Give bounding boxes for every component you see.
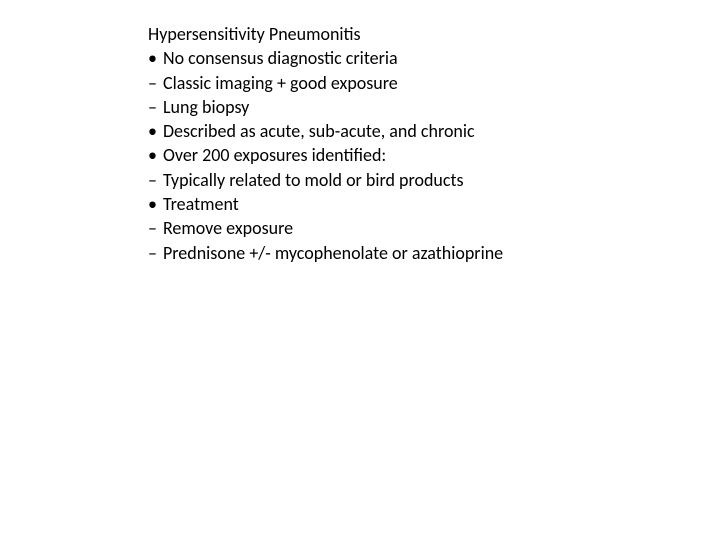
list-item-text: Typically related to mold or bird produc… bbox=[163, 168, 464, 192]
list-item-text: Remove exposure bbox=[163, 216, 293, 240]
list-item-text: Described as acute, sub-acute, and chron… bbox=[163, 119, 475, 143]
bullet-marker: • bbox=[148, 143, 157, 167]
bullet-marker: • bbox=[148, 119, 157, 143]
list-item-text: No consensus diagnostic criteria bbox=[163, 46, 398, 70]
list-item: • No consensus diagnostic criteria bbox=[148, 46, 720, 70]
list-item: – Classic imaging + good exposure bbox=[148, 71, 720, 95]
list-item: – Typically related to mold or bird prod… bbox=[148, 168, 720, 192]
slide-title: Hypersensitivity Pneumonitis bbox=[148, 22, 720, 46]
list-item-text: Classic imaging + good exposure bbox=[163, 71, 398, 95]
bullet-marker: • bbox=[148, 46, 157, 70]
list-item: • Treatment bbox=[148, 192, 720, 216]
bullet-marker: • bbox=[148, 192, 157, 216]
list-item: – Remove exposure bbox=[148, 216, 720, 240]
slide-content: Hypersensitivity Pneumonitis • No consen… bbox=[148, 22, 720, 265]
dash-marker: – bbox=[148, 216, 157, 240]
list-item: – Prednisone +/- mycophenolate or azathi… bbox=[148, 241, 720, 265]
list-item: • Described as acute, sub-acute, and chr… bbox=[148, 119, 720, 143]
list-item-text: Lung biopsy bbox=[163, 95, 249, 119]
dash-marker: – bbox=[148, 241, 157, 265]
dash-marker: – bbox=[148, 71, 157, 95]
list-item: • Over 200 exposures identified: bbox=[148, 143, 720, 167]
dash-marker: – bbox=[148, 168, 157, 192]
list-item: – Lung biopsy bbox=[148, 95, 720, 119]
list-item-text: Over 200 exposures identified: bbox=[163, 143, 386, 167]
dash-marker: – bbox=[148, 95, 157, 119]
list-item-text: Treatment bbox=[163, 192, 239, 216]
list-item-text: Prednisone +/- mycophenolate or azathiop… bbox=[163, 241, 503, 265]
